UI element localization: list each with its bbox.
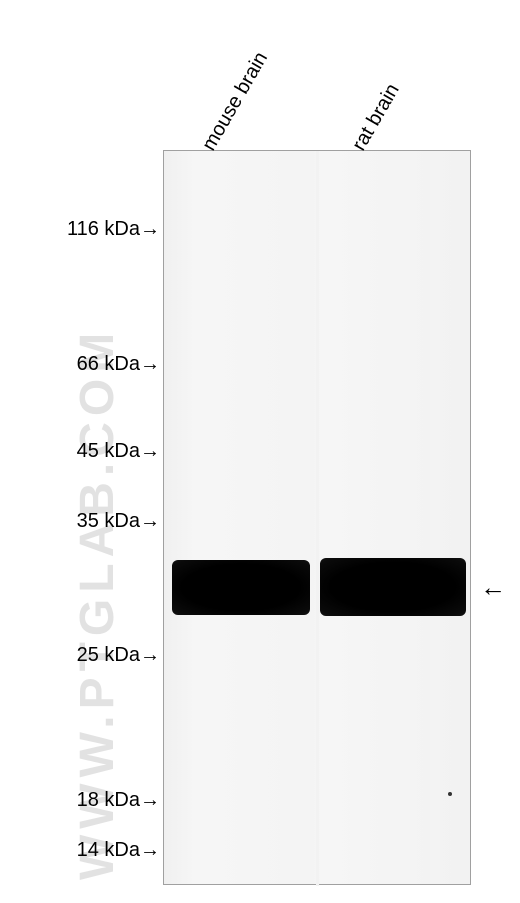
arrow-right-icon: → <box>140 353 160 376</box>
mw-marker-18: 18 kDa→ <box>20 789 160 812</box>
mw-text: 66 kDa <box>77 353 140 375</box>
lane-label-rat-brain: rat brain <box>348 80 405 155</box>
lane-label-mouse-brain: mouse brain <box>198 48 273 155</box>
blot-membrane <box>163 150 471 885</box>
mw-text: 45 kDa <box>77 440 140 462</box>
mw-marker-116: 116 kDa→ <box>20 218 160 241</box>
lane-divider <box>316 151 319 886</box>
mw-marker-35: 35 kDa→ <box>20 510 160 533</box>
arrow-right-icon: → <box>140 839 160 862</box>
target-band-arrow-icon: ← <box>480 572 506 603</box>
mw-text: 116 kDa <box>67 218 140 240</box>
figure-container: WWW.PTGLAB.COM mouse brain rat brain 116… <box>0 0 520 903</box>
mw-text: 25 kDa <box>77 644 140 666</box>
mw-text: 14 kDa <box>77 839 140 861</box>
mw-marker-14: 14 kDa→ <box>20 839 160 862</box>
mw-text: 35 kDa <box>77 510 140 532</box>
arrow-right-icon: → <box>140 440 160 463</box>
arrow-right-icon: → <box>140 218 160 241</box>
arrow-right-icon: → <box>140 789 160 812</box>
mw-marker-66: 66 kDa→ <box>20 353 160 376</box>
mw-text: 18 kDa <box>77 789 140 811</box>
arrow-right-icon: → <box>140 644 160 667</box>
band-lane-2 <box>320 558 466 616</box>
mw-marker-25: 25 kDa→ <box>20 644 160 667</box>
band-lane-1 <box>172 560 310 615</box>
mw-marker-45: 45 kDa→ <box>20 440 160 463</box>
arrow-right-icon: → <box>140 510 160 533</box>
artifact-dot <box>448 792 452 796</box>
